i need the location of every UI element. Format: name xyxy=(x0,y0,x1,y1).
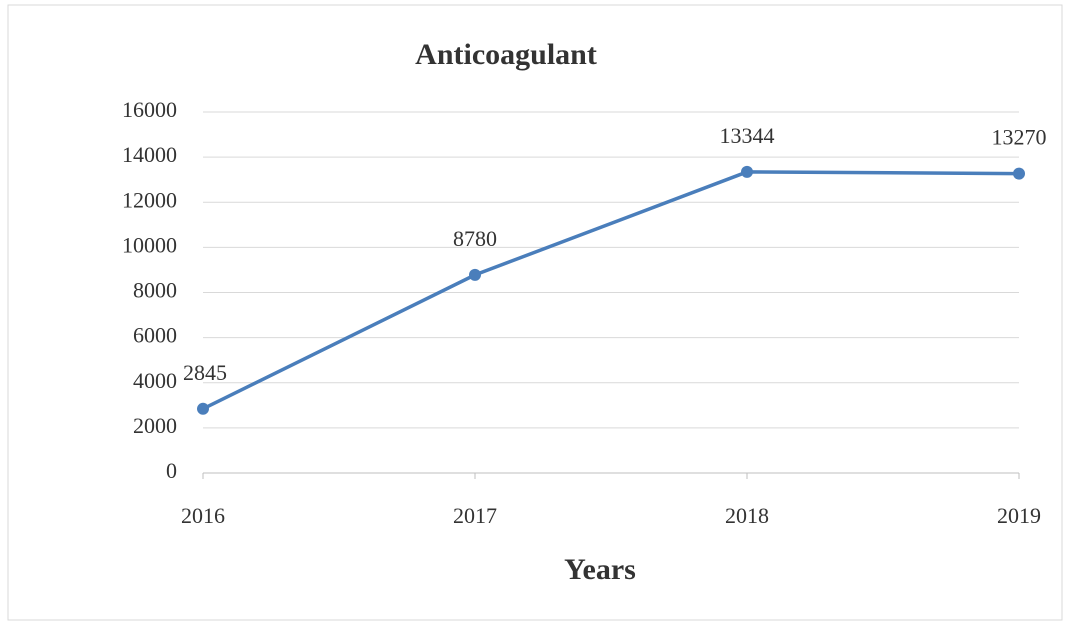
data-label: 13270 xyxy=(992,125,1047,150)
y-tick-label: 8000 xyxy=(133,278,177,303)
y-tick-label: 16000 xyxy=(122,97,177,122)
y-tick-label: 2000 xyxy=(133,413,177,438)
y-tick-label: 10000 xyxy=(122,232,177,257)
y-tick-label: 0 xyxy=(166,458,177,483)
x-axis-label: Years xyxy=(564,553,636,586)
point xyxy=(1013,167,1025,180)
point xyxy=(197,402,209,415)
y-tick-label: 12000 xyxy=(122,187,177,212)
data-label: 2845 xyxy=(183,360,227,385)
x-tick-label: 2018 xyxy=(725,503,769,528)
y-tick-label: 6000 xyxy=(133,323,177,348)
x-tick-label: 2017 xyxy=(453,503,497,528)
data-label: 8780 xyxy=(453,226,497,251)
chart-border xyxy=(7,4,1063,621)
point xyxy=(741,165,753,178)
x-tick-label: 2019 xyxy=(997,503,1041,528)
y-tick-label: 14000 xyxy=(122,142,177,167)
y-tick-label: 4000 xyxy=(133,368,177,393)
x-tick-label: 2016 xyxy=(181,503,225,528)
chart-title: Anticoagulant xyxy=(415,38,597,71)
data-label: 13344 xyxy=(720,123,775,148)
point xyxy=(469,268,481,281)
line xyxy=(202,170,1020,411)
